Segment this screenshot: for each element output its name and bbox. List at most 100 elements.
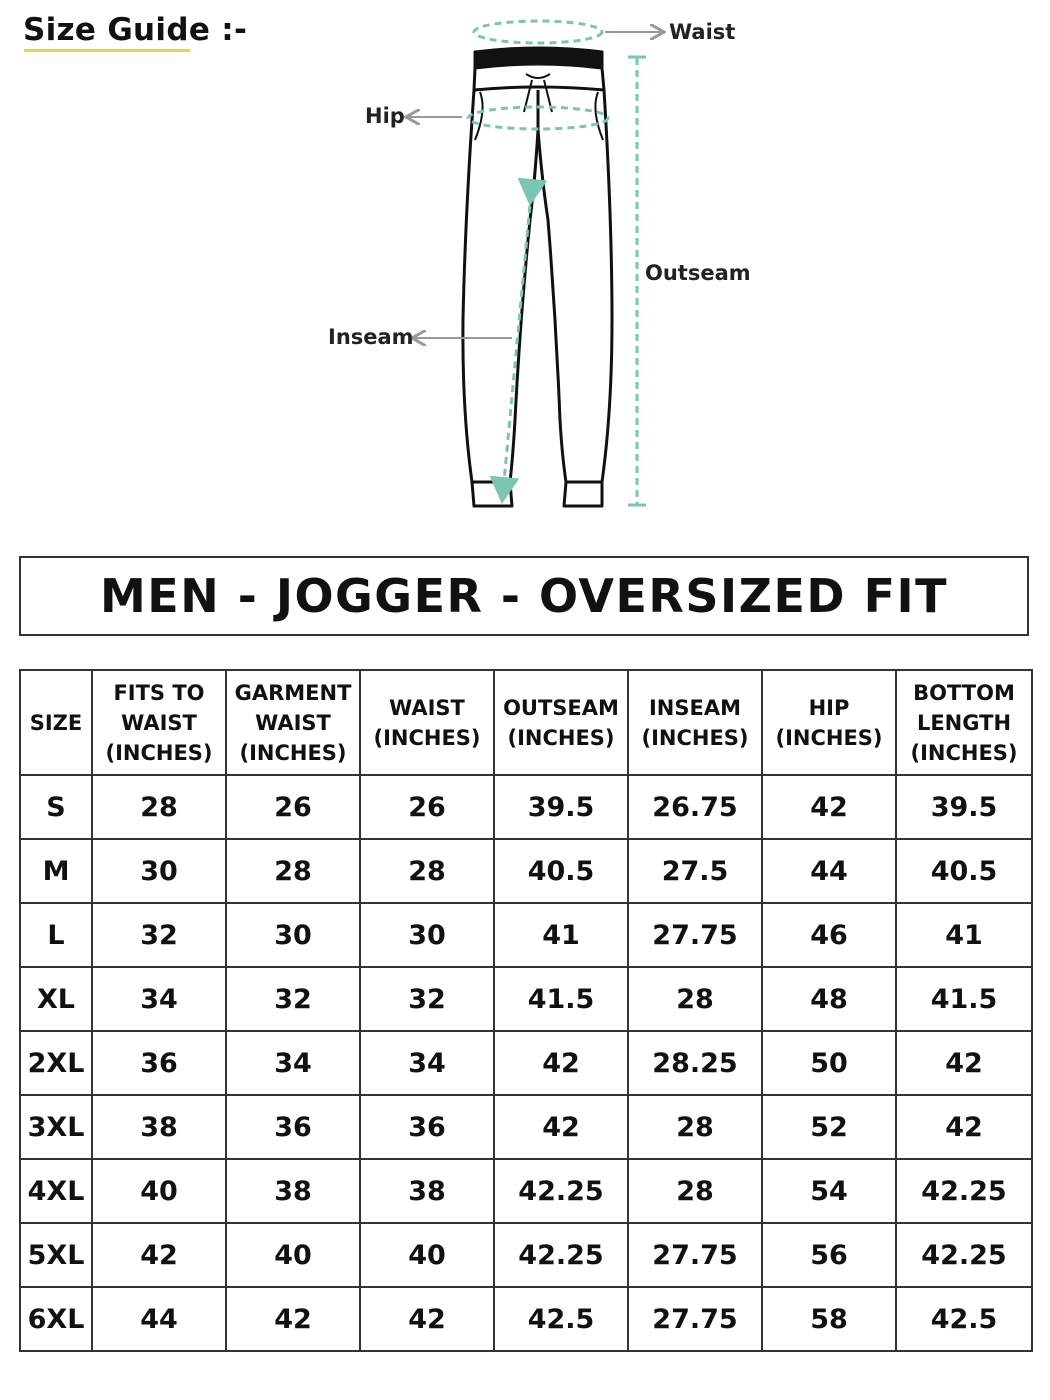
- table-cell: 41.5: [895, 966, 1033, 1032]
- table-cell: 28: [627, 1158, 763, 1224]
- table-cell: 30: [359, 902, 495, 968]
- column-header-line: INSEAM: [648, 695, 741, 720]
- table-cell: 42: [91, 1222, 227, 1288]
- size-cell: M: [19, 838, 93, 904]
- table-cell: 40: [359, 1222, 495, 1288]
- table-cell: 42: [761, 774, 897, 840]
- table-cell: 56: [761, 1222, 897, 1288]
- table-cell: 42: [895, 1094, 1033, 1160]
- hip-label: Hip: [365, 104, 405, 128]
- size-cell: L: [19, 902, 93, 968]
- size-cell: 3XL: [19, 1094, 93, 1160]
- table-cell: 42.5: [895, 1286, 1033, 1352]
- table-cell: 32: [91, 902, 227, 968]
- inseam-label: Inseam: [328, 325, 414, 349]
- table-row: 2XL 36 34 34 42 28.25 50 42: [19, 1030, 1033, 1096]
- waist-label: Waist: [669, 20, 735, 44]
- inseam-measure-line: [489, 177, 548, 504]
- hip-measure-line: [466, 105, 610, 131]
- size-cell: 5XL: [19, 1222, 93, 1288]
- table-cell: 27.75: [627, 1222, 763, 1288]
- table-cell: 44: [91, 1286, 227, 1352]
- table-cell: 39.5: [493, 774, 629, 840]
- table-cell: 52: [761, 1094, 897, 1160]
- table-cell: 46: [761, 902, 897, 968]
- table-cell: 40.5: [493, 838, 629, 904]
- table-cell: 32: [359, 966, 495, 1032]
- table-cell: 42: [895, 1030, 1033, 1096]
- table-row: 3XL 38 36 36 42 28 52 42: [19, 1094, 1033, 1160]
- column-header: GARMENT WAIST (INCHES): [225, 669, 361, 776]
- table-cell: 41: [895, 902, 1033, 968]
- jogger-diagram: Waist Hip Outseam Inseam: [328, 19, 751, 508]
- table-cell: 50: [761, 1030, 897, 1096]
- column-header-line: (INCHES): [507, 725, 615, 750]
- outseam-measure-line: [628, 55, 646, 507]
- table-cell: 42.5: [493, 1286, 629, 1352]
- column-header-line: WAIST: [389, 695, 465, 720]
- table-row: XL 34 32 32 41.5 28 48 41.5: [19, 966, 1033, 1032]
- table-row: S 28 26 26 39.5 26.75 42 39.5: [19, 774, 1033, 840]
- table-body: S 28 26 26 39.5 26.75 42 39.5 M 30 28 28 40.5 27.5 44 4…: [19, 774, 1033, 1352]
- column-header-line: WAIST: [255, 710, 331, 735]
- table-cell: 32: [225, 966, 361, 1032]
- table-row: M 30 28 28 40.5 27.5 44 40.5: [19, 838, 1033, 904]
- table-cell: 36: [225, 1094, 361, 1160]
- column-header: INSEAM (INCHES): [627, 669, 763, 776]
- table-cell: 41: [493, 902, 629, 968]
- waist-measure-line: [472, 19, 604, 45]
- table-cell: 34: [225, 1030, 361, 1096]
- table-cell: 27.75: [627, 1286, 763, 1352]
- column-header-line: FITS TO: [113, 680, 205, 705]
- size-cell: XL: [19, 966, 93, 1032]
- column-header-line: WAIST: [121, 710, 197, 735]
- table-cell: 34: [359, 1030, 495, 1096]
- outseam-label: Outseam: [645, 261, 751, 285]
- table-cell: 39.5: [895, 774, 1033, 840]
- table-cell: 38: [225, 1158, 361, 1224]
- title-underline: [24, 49, 190, 52]
- fit-title: MEN - JOGGER - OVERSIZED FIT: [100, 569, 948, 623]
- table-cell: 26: [359, 774, 495, 840]
- column-header: BOTTOM LENGTH (INCHES): [895, 669, 1033, 776]
- table-cell: 30: [225, 902, 361, 968]
- jogger-outline: [461, 46, 614, 508]
- size-guide-title: Size Guide :-: [23, 12, 248, 48]
- size-table: SIZE FITS TO WAIST (INCHES) GARMENT WAIST (INC…: [19, 669, 1033, 1352]
- column-header-line: OUTSEAM: [503, 695, 619, 720]
- table-cell: 41.5: [493, 966, 629, 1032]
- table-cell: 42: [493, 1030, 629, 1096]
- table-cell: 48: [761, 966, 897, 1032]
- table-cell: 26.75: [627, 774, 763, 840]
- table-row: 6XL 44 42 42 42.5 27.75 58 42.5: [19, 1286, 1033, 1352]
- table-cell: 42: [359, 1286, 495, 1352]
- table-cell: 28: [225, 838, 361, 904]
- column-header-line: (INCHES): [239, 740, 347, 765]
- column-header: HIP (INCHES): [761, 669, 897, 776]
- column-header-line: (INCHES): [910, 740, 1018, 765]
- table-cell: 42.25: [895, 1158, 1033, 1224]
- table-cell: 28.25: [627, 1030, 763, 1096]
- table-cell: 38: [359, 1158, 495, 1224]
- table-cell: 38: [91, 1094, 227, 1160]
- table-cell: 34: [91, 966, 227, 1032]
- table-cell: 42: [493, 1094, 629, 1160]
- table-cell: 30: [91, 838, 227, 904]
- table-cell: 28: [627, 966, 763, 1032]
- table-cell: 27.75: [627, 902, 763, 968]
- table-cell: 42.25: [493, 1222, 629, 1288]
- table-cell: 28: [627, 1094, 763, 1160]
- column-header: WAIST (INCHES): [359, 669, 495, 776]
- column-header: SIZE: [19, 669, 93, 776]
- table-cell: 28: [91, 774, 227, 840]
- table-cell: 26: [225, 774, 361, 840]
- table-cell: 36: [91, 1030, 227, 1096]
- size-cell: 4XL: [19, 1158, 93, 1224]
- table-row: 4XL 40 38 38 42.25 28 54 42.25: [19, 1158, 1033, 1224]
- table-cell: 54: [761, 1158, 897, 1224]
- column-header: OUTSEAM (INCHES): [493, 669, 629, 776]
- column-header-line: (INCHES): [641, 725, 749, 750]
- column-header-line: (INCHES): [373, 725, 481, 750]
- column-header-line: GARMENT: [234, 680, 352, 705]
- table-cell: 42.25: [895, 1222, 1033, 1288]
